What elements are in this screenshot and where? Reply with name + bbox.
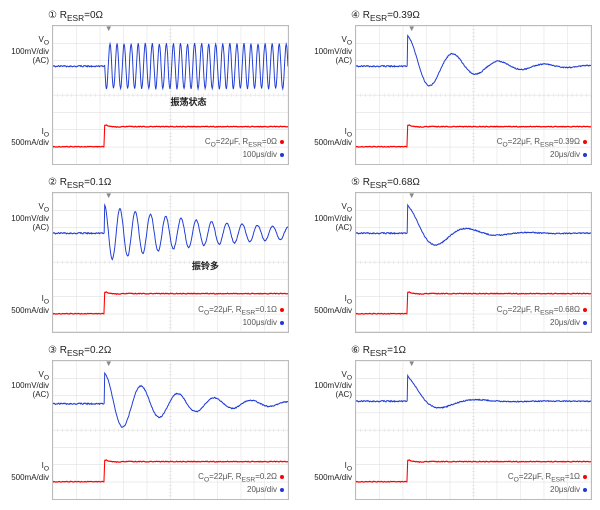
scope-screen: ▼ 振铃多 CO=22μF, RESR=0.1Ω 100μs/div <box>52 192 289 332</box>
y-axis-labels: VO 100mV/div (AC) IO 500mA/div <box>311 192 355 332</box>
panel-title: ① RESR=0Ω <box>8 10 289 23</box>
vo-label: VO 100mV/div (AC) <box>11 370 49 400</box>
panel-title-text: RESR=0Ω <box>60 10 103 21</box>
io-label: IO 500mA/div <box>314 127 352 148</box>
panel-title-text: RESR=0.2Ω <box>60 345 112 356</box>
panel-title-num: ④ <box>351 10 360 21</box>
io-label: IO 500mA/div <box>11 461 49 482</box>
y-axis-labels: VO 100mV/div (AC) IO 500mA/div <box>311 360 355 500</box>
scope-grid <box>356 361 591 499</box>
panel-title-num: ③ <box>48 345 57 356</box>
panel-title-text: RESR=0.39Ω <box>363 10 420 21</box>
scope-grid <box>356 193 591 331</box>
scope-svg <box>53 26 288 164</box>
scope-panel-grid: ① RESR=0Ω VO 100mV/div (AC) IO 500mA/div… <box>8 10 592 500</box>
scope-screen: ▼ CO=22μF, RESR=0.39Ω 20μs/div <box>355 25 592 165</box>
panel-title: ⑥ RESR=1Ω <box>311 345 592 358</box>
io-label: IO 500mA/div <box>11 294 49 315</box>
io-label: IO 500mA/div <box>314 461 352 482</box>
vo-label: VO 100mV/div (AC) <box>314 370 352 400</box>
io-label: IO 500mA/div <box>11 127 49 148</box>
scope-panel-p5: ⑤ RESR=0.68Ω VO 100mV/div (AC) IO 500mA/… <box>311 177 592 332</box>
scope-screen: ▼ CO=22μF, RESR=1Ω 20μs/div <box>355 360 592 500</box>
scope-grid <box>53 193 288 331</box>
scope-panel-p4: ④ RESR=0.39Ω VO 100mV/div (AC) IO 500mA/… <box>311 10 592 165</box>
scope-svg <box>356 26 591 164</box>
panel-title: ④ RESR=0.39Ω <box>311 10 592 23</box>
panel-title-text: RESR=1Ω <box>363 345 406 356</box>
scope-panel-p3: ③ RESR=0.2Ω VO 100mV/div (AC) IO 500mA/d… <box>8 345 289 500</box>
scope-svg <box>53 361 288 499</box>
scope-svg <box>356 193 591 331</box>
scope-grid <box>53 361 288 499</box>
scope-panel-p1: ① RESR=0Ω VO 100mV/div (AC) IO 500mA/div… <box>8 10 289 165</box>
panel-title: ⑤ RESR=0.68Ω <box>311 177 592 190</box>
y-axis-labels: VO 100mV/div (AC) IO 500mA/div <box>311 25 355 165</box>
panel-title: ② RESR=0.1Ω <box>8 177 289 190</box>
panel-title-num: ② <box>48 177 57 188</box>
panel-title-num: ⑥ <box>351 345 360 356</box>
vo-label: VO 100mV/div (AC) <box>314 202 352 232</box>
scope-grid <box>356 26 591 164</box>
scope-panel-p2: ② RESR=0.1Ω VO 100mV/div (AC) IO 500mA/d… <box>8 177 289 332</box>
panel-title-num: ① <box>48 10 57 21</box>
panel-title-text: RESR=0.1Ω <box>60 177 112 188</box>
scope-screen: ▼ CO=22μF, RESR=0.68Ω 20μs/div <box>355 192 592 332</box>
vo-label: VO 100mV/div (AC) <box>11 35 49 65</box>
panel-title-text: RESR=0.68Ω <box>363 177 420 188</box>
panel-title: ③ RESR=0.2Ω <box>8 345 289 358</box>
scope-screen: ▼ 振荡状态 CO=22μF, RESR=0Ω 100μs/div <box>52 25 289 165</box>
scope-panel-p6: ⑥ RESR=1Ω VO 100mV/div (AC) IO 500mA/div… <box>311 345 592 500</box>
panel-title-num: ⑤ <box>351 177 360 188</box>
scope-svg <box>53 193 288 331</box>
scope-screen: ▼ CO=22μF, RESR=0.2Ω 20μs/div <box>52 360 289 500</box>
vo-label: VO 100mV/div (AC) <box>314 35 352 65</box>
scope-grid <box>53 26 288 164</box>
vo-label: VO 100mV/div (AC) <box>11 202 49 232</box>
io-label: IO 500mA/div <box>314 294 352 315</box>
y-axis-labels: VO 100mV/div (AC) IO 500mA/div <box>8 360 52 500</box>
scope-svg <box>356 361 591 499</box>
y-axis-labels: VO 100mV/div (AC) IO 500mA/div <box>8 192 52 332</box>
y-axis-labels: VO 100mV/div (AC) IO 500mA/div <box>8 25 52 165</box>
